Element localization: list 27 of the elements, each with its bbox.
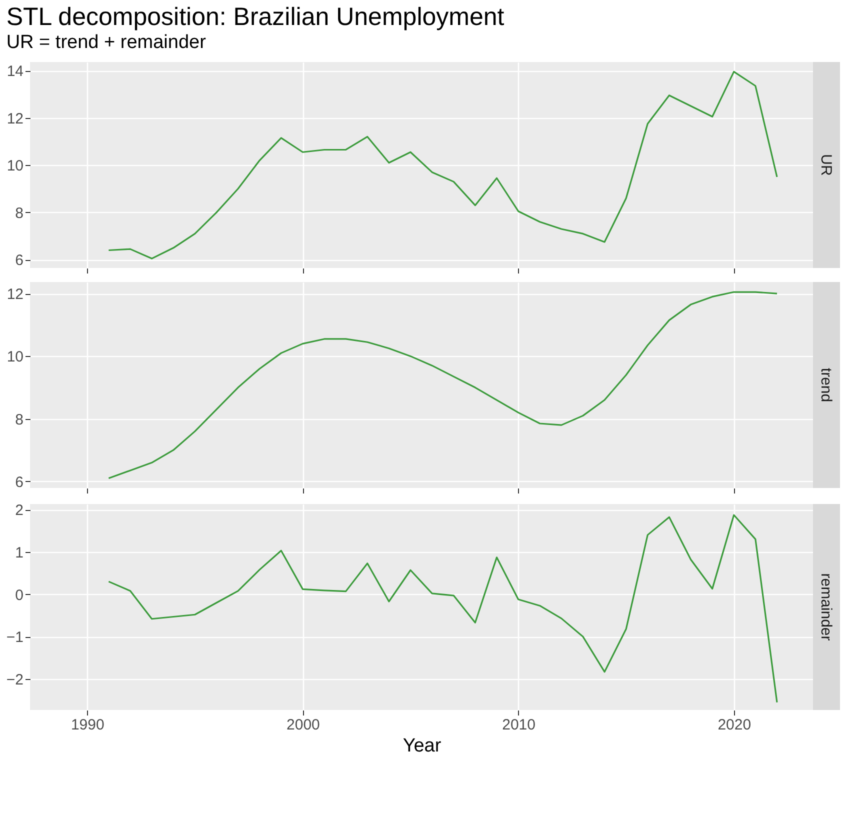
y-tick-label: 6 xyxy=(15,474,24,491)
y-tick-label: 8 xyxy=(15,204,24,222)
line-series xyxy=(108,514,778,704)
y-tick-label: −2 xyxy=(6,672,24,689)
y-tick-label: 1 xyxy=(15,544,24,562)
y-tick-label: 14 xyxy=(6,63,24,80)
text: trend xyxy=(818,368,834,402)
y-tick-label: 12 xyxy=(6,110,24,128)
chart-title: STL decomposition: Brazilian Unemployment xyxy=(6,3,504,31)
x-tick-label: 2000 xyxy=(286,716,320,734)
x-axis-title: Year xyxy=(402,736,442,756)
text: UR xyxy=(818,154,834,176)
y-tick-label: 10 xyxy=(6,348,24,366)
y-tick-label: 10 xyxy=(6,158,24,175)
x-tick-label: 2010 xyxy=(502,716,536,734)
line-series xyxy=(108,291,778,480)
text: remainder xyxy=(818,573,834,641)
y-tick-label: 12 xyxy=(6,286,24,304)
y-tick-label: 8 xyxy=(15,411,24,428)
y-tick-label: 6 xyxy=(15,252,24,270)
x-tick-label: 1990 xyxy=(70,716,104,734)
y-tick-label: 0 xyxy=(15,586,24,604)
y-tick-label: −1 xyxy=(6,629,24,646)
x-tick-label: 2020 xyxy=(718,716,752,734)
line-series xyxy=(108,70,778,260)
chart-subtitle: UR = trend + remainder xyxy=(6,32,207,53)
y-tick-label: 2 xyxy=(15,502,24,520)
